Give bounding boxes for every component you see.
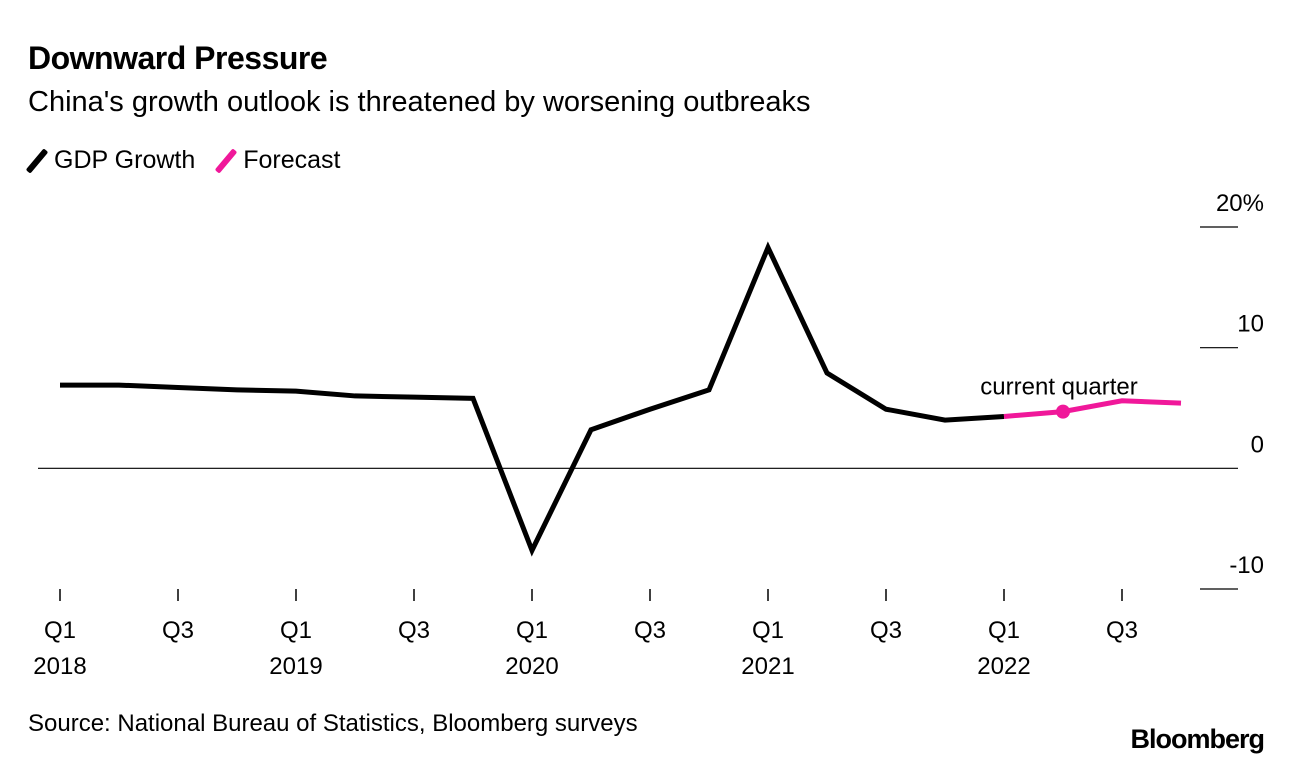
legend-item-gdp-growth: GDP Growth xyxy=(25,146,196,175)
x-tick-label-quarter: Q1 xyxy=(752,617,784,644)
series-line-gdp-growth xyxy=(60,241,1005,557)
series-line-forecast xyxy=(1003,398,1182,419)
bloomberg-logo: Bloomberg xyxy=(1130,724,1265,754)
x-tick-label-quarter: Q3 xyxy=(398,617,430,644)
x-tick-label-year: 2018 xyxy=(33,653,86,680)
legend: GDP Growth Forecast xyxy=(25,146,363,175)
current-quarter-marker xyxy=(1056,404,1070,419)
x-tick-label-quarter: Q3 xyxy=(1106,617,1138,644)
x-tick-label-quarter: Q3 xyxy=(162,617,194,644)
x-tick-label-quarter: Q3 xyxy=(870,617,902,644)
legend-label-forecast: Forecast xyxy=(243,146,341,174)
y-tick-label: 10 xyxy=(1237,311,1264,338)
y-tick-label: 0 xyxy=(1251,431,1264,458)
y-tick-label: -10 xyxy=(1229,552,1264,579)
x-tick-label-quarter: Q1 xyxy=(44,617,76,644)
chart-subtitle: China's growth outlook is threatened by … xyxy=(28,86,811,118)
x-tick-label-year: 2022 xyxy=(977,653,1030,680)
source-note: Source: National Bureau of Statistics, B… xyxy=(28,710,638,737)
current-quarter-annotation: current quarter xyxy=(980,374,1137,401)
chart-title: Downward Pressure xyxy=(28,40,328,76)
legend-label-gdp-growth: GDP Growth xyxy=(54,146,196,174)
y-tick-label: 20% xyxy=(1216,190,1264,217)
legend-item-forecast: Forecast xyxy=(214,146,341,175)
x-tick-label-quarter: Q1 xyxy=(280,617,312,644)
x-tick-label-quarter: Q1 xyxy=(516,617,548,644)
x-tick-label-quarter: Q1 xyxy=(988,617,1020,644)
x-tick-label-year: 2019 xyxy=(269,653,322,680)
x-tick-label-year: 2020 xyxy=(505,653,558,680)
x-tick-label-quarter: Q3 xyxy=(634,617,666,644)
x-tick-label-year: 2021 xyxy=(741,653,794,680)
